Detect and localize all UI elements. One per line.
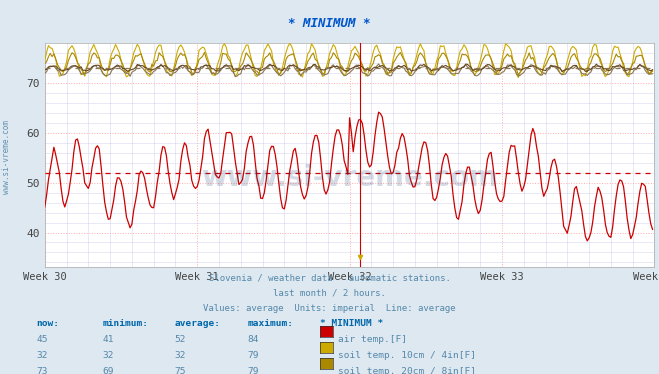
Text: maximum:: maximum: bbox=[247, 319, 293, 328]
Text: 79: 79 bbox=[247, 351, 258, 360]
Text: Slovenia / weather data - automatic stations.: Slovenia / weather data - automatic stat… bbox=[208, 274, 451, 283]
Text: minimum:: minimum: bbox=[102, 319, 148, 328]
Text: * MINIMUM *: * MINIMUM * bbox=[288, 17, 371, 30]
Text: Values: average  Units: imperial  Line: average: Values: average Units: imperial Line: av… bbox=[203, 304, 456, 313]
Text: soil temp. 10cm / 4in[F]: soil temp. 10cm / 4in[F] bbox=[338, 351, 476, 360]
Text: average:: average: bbox=[175, 319, 221, 328]
Text: now:: now: bbox=[36, 319, 59, 328]
Text: 41: 41 bbox=[102, 335, 113, 344]
Text: 73: 73 bbox=[36, 367, 47, 374]
Text: air temp.[F]: air temp.[F] bbox=[338, 335, 407, 344]
Text: www.si-vreme.com: www.si-vreme.com bbox=[2, 120, 11, 194]
Text: last month / 2 hours.: last month / 2 hours. bbox=[273, 289, 386, 298]
Text: www.si-vreme.com: www.si-vreme.com bbox=[201, 164, 498, 191]
Text: 32: 32 bbox=[102, 351, 113, 360]
Text: 75: 75 bbox=[175, 367, 186, 374]
Text: 45: 45 bbox=[36, 335, 47, 344]
Text: 32: 32 bbox=[175, 351, 186, 360]
Text: * MINIMUM *: * MINIMUM * bbox=[320, 319, 383, 328]
Text: 69: 69 bbox=[102, 367, 113, 374]
Text: 84: 84 bbox=[247, 335, 258, 344]
Text: 52: 52 bbox=[175, 335, 186, 344]
Text: soil temp. 20cm / 8in[F]: soil temp. 20cm / 8in[F] bbox=[338, 367, 476, 374]
Text: 32: 32 bbox=[36, 351, 47, 360]
Text: 79: 79 bbox=[247, 367, 258, 374]
